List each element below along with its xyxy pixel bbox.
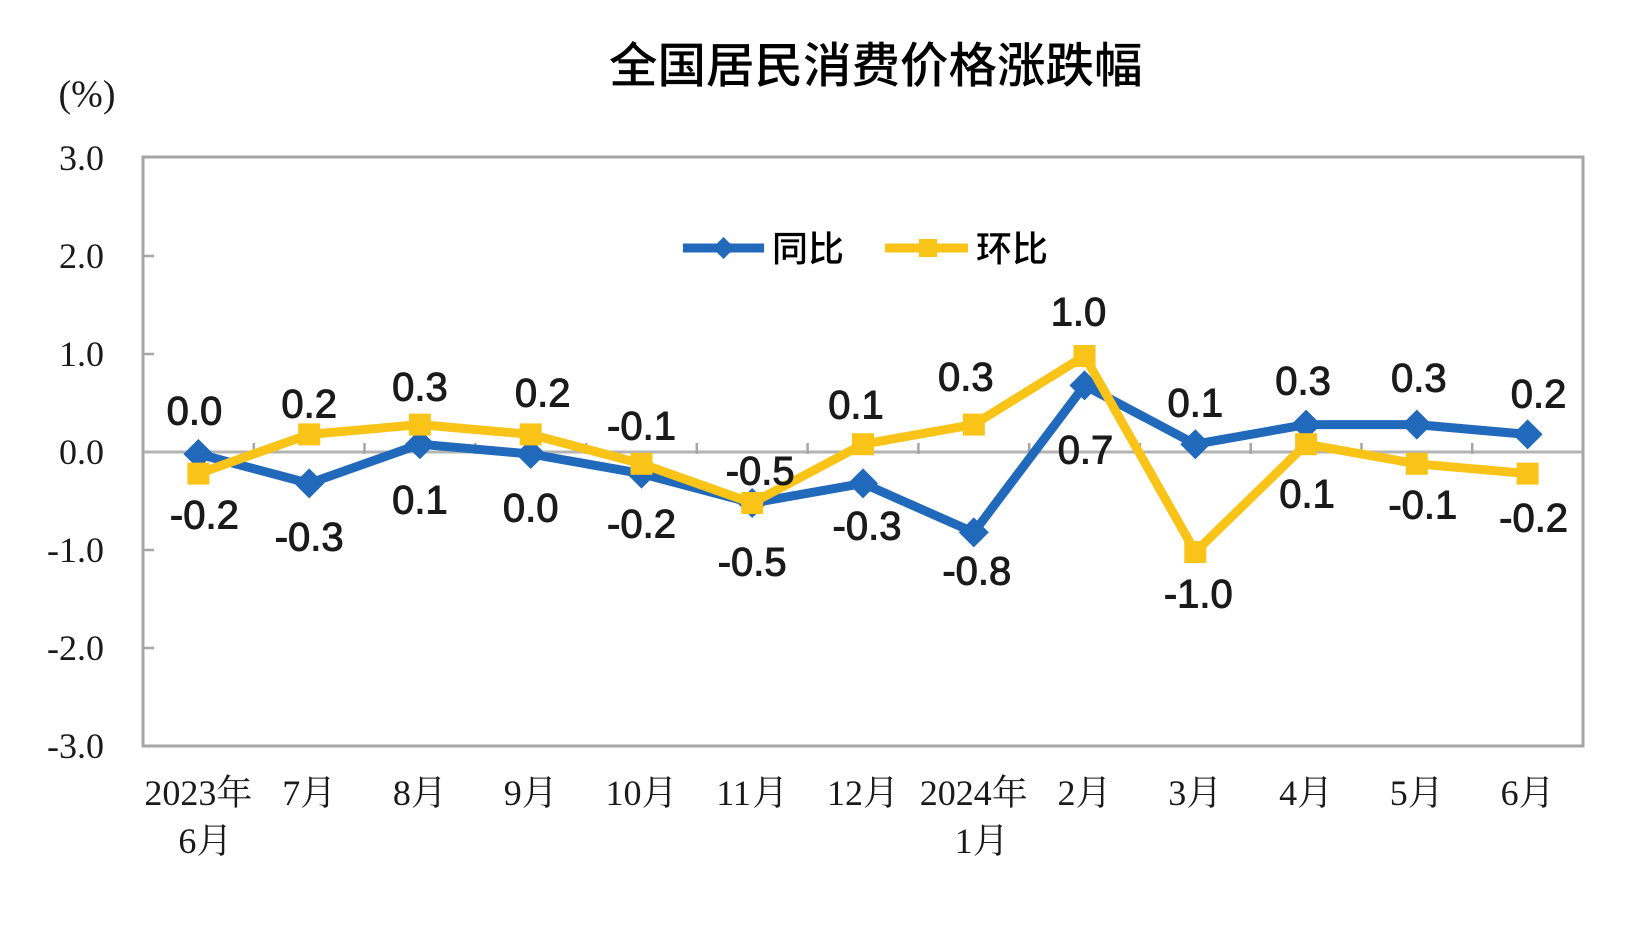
svg-text:-0.1: -0.1 bbox=[1388, 484, 1457, 528]
svg-text:11: 11 bbox=[716, 773, 751, 813]
svg-text:-1.0: -1.0 bbox=[1164, 573, 1233, 617]
svg-text:0.3: 0.3 bbox=[1275, 360, 1331, 404]
svg-text:0.7: 0.7 bbox=[1058, 429, 1114, 473]
svg-text:-0.3: -0.3 bbox=[275, 516, 344, 560]
svg-text:0.0: 0.0 bbox=[59, 432, 104, 472]
svg-text:-0.5: -0.5 bbox=[726, 450, 795, 494]
svg-text:7: 7 bbox=[282, 773, 300, 813]
svg-text:0.1: 0.1 bbox=[392, 479, 448, 523]
svg-text:8: 8 bbox=[393, 773, 411, 813]
svg-text:-0.5: -0.5 bbox=[718, 541, 787, 585]
svg-text:2.0: 2.0 bbox=[59, 236, 104, 276]
svg-text:3: 3 bbox=[1168, 773, 1186, 813]
svg-text:0.0: 0.0 bbox=[503, 487, 559, 531]
svg-text:0.3: 0.3 bbox=[1391, 357, 1447, 401]
svg-text:0.0: 0.0 bbox=[167, 390, 223, 434]
svg-text:5: 5 bbox=[1390, 773, 1408, 813]
svg-text:0.1: 0.1 bbox=[828, 384, 884, 428]
svg-text:10: 10 bbox=[606, 773, 642, 813]
svg-text:6: 6 bbox=[1501, 773, 1519, 813]
svg-text:2: 2 bbox=[1058, 773, 1076, 813]
svg-text:-1.0: -1.0 bbox=[47, 530, 104, 570]
svg-text:0.3: 0.3 bbox=[938, 356, 994, 400]
svg-text:6: 6 bbox=[178, 821, 196, 861]
svg-text:-3.0: -3.0 bbox=[47, 726, 104, 766]
svg-text:12: 12 bbox=[827, 773, 863, 813]
svg-text:3.0: 3.0 bbox=[59, 138, 104, 178]
svg-text:1.0: 1.0 bbox=[1051, 291, 1107, 335]
svg-text:0.1: 0.1 bbox=[1279, 473, 1335, 517]
svg-text:9: 9 bbox=[504, 773, 522, 813]
svg-text:-0.2: -0.2 bbox=[170, 494, 239, 538]
svg-text:1: 1 bbox=[955, 821, 973, 861]
svg-text:2023: 2023 bbox=[144, 773, 216, 813]
svg-text:0.3: 0.3 bbox=[392, 366, 448, 410]
svg-text:0.2: 0.2 bbox=[281, 383, 337, 427]
svg-text:0.2: 0.2 bbox=[515, 372, 571, 416]
svg-text:-0.1: -0.1 bbox=[607, 405, 676, 449]
svg-text:-0.2: -0.2 bbox=[607, 503, 676, 547]
svg-text:1.0: 1.0 bbox=[59, 334, 104, 374]
svg-text:4: 4 bbox=[1279, 773, 1297, 813]
svg-text:(%): (%) bbox=[59, 74, 116, 116]
svg-text:2024: 2024 bbox=[920, 773, 992, 813]
svg-text:-0.8: -0.8 bbox=[942, 550, 1011, 594]
svg-text:-0.3: -0.3 bbox=[833, 505, 902, 549]
svg-text:0.2: 0.2 bbox=[1511, 373, 1567, 417]
svg-text:-2.0: -2.0 bbox=[47, 628, 104, 668]
svg-text:0.1: 0.1 bbox=[1167, 382, 1223, 426]
svg-text:-0.2: -0.2 bbox=[1499, 497, 1568, 541]
